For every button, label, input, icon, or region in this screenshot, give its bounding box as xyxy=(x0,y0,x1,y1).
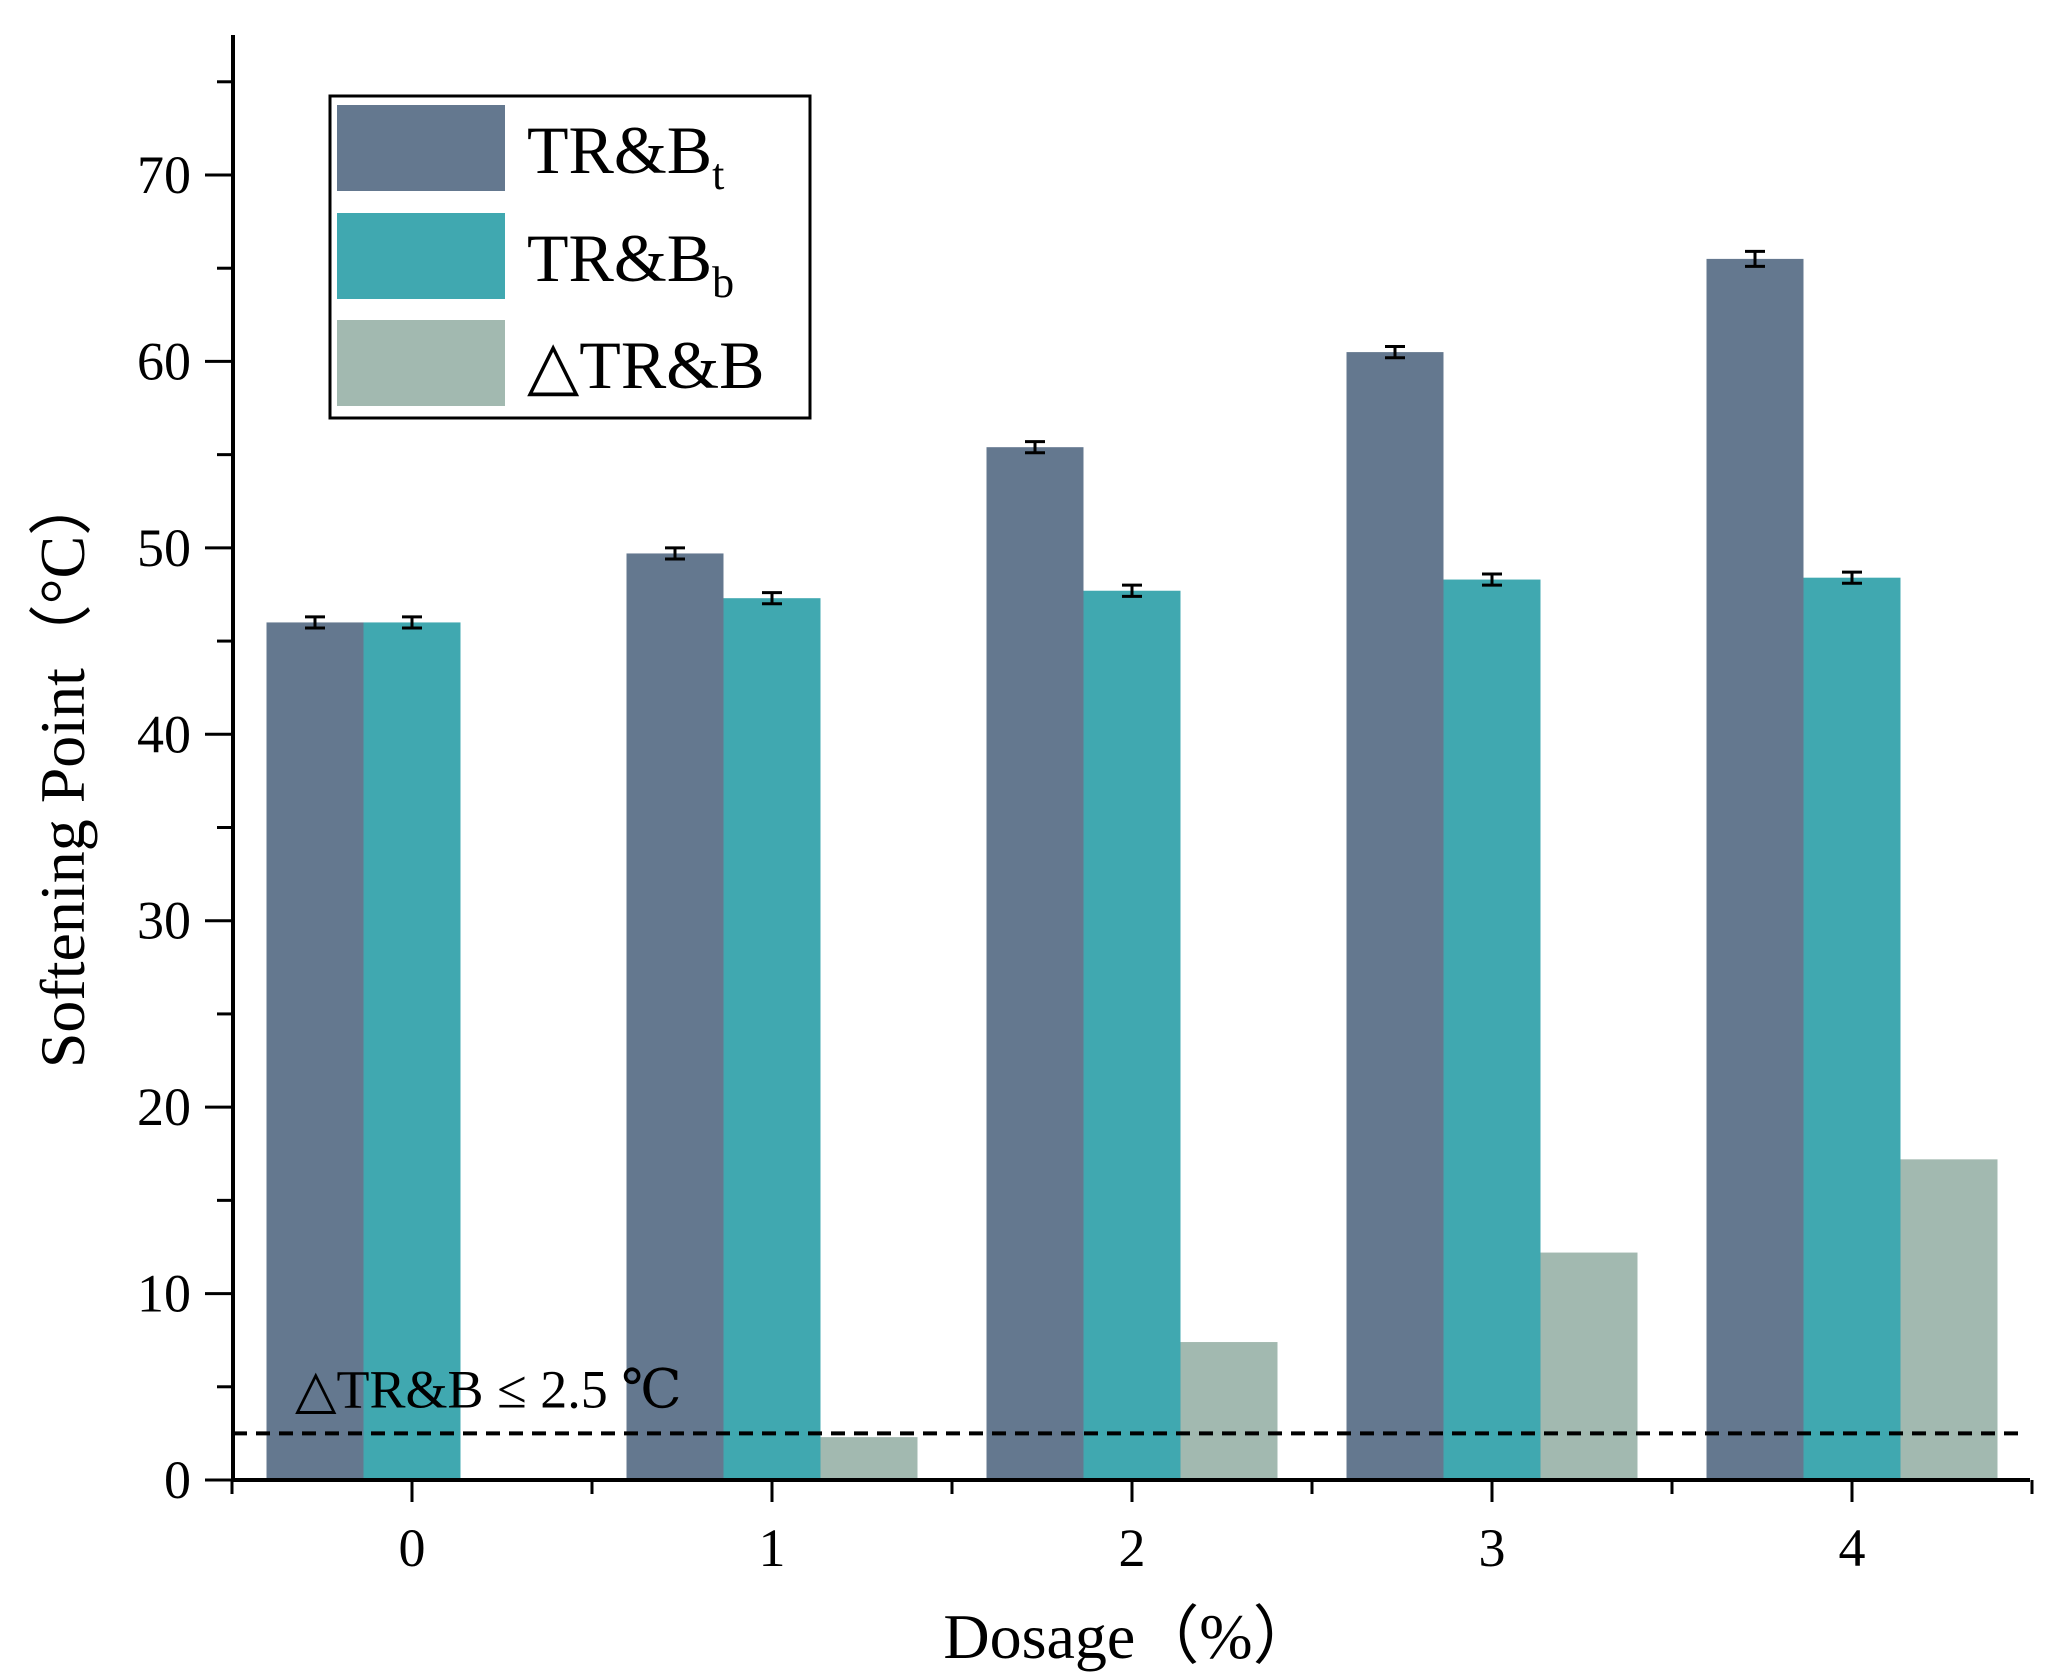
x-tick-label: 2 xyxy=(1119,1518,1146,1578)
legend-label-main: TR&B xyxy=(527,112,712,188)
y-tick-label: 30 xyxy=(137,891,191,951)
bar xyxy=(986,447,1084,1481)
bar xyxy=(1900,1159,1998,1480)
legend-swatch-tr-b-b xyxy=(337,213,505,299)
legend-swatch-tr-b-t xyxy=(337,105,505,191)
y-tick-label: 10 xyxy=(137,1264,191,1324)
bars-layer xyxy=(266,258,1998,1481)
bar xyxy=(1540,1252,1638,1480)
y-tick-label: 60 xyxy=(137,331,191,391)
y-tick-label: 70 xyxy=(137,145,191,205)
bar xyxy=(1083,590,1181,1480)
bar xyxy=(820,1437,918,1480)
legend: TR&Bt TR&Bb △TR&B xyxy=(328,94,812,420)
bar xyxy=(723,598,821,1480)
bar xyxy=(266,622,364,1480)
x-axis-title: Dosage（%） xyxy=(943,1601,1316,1672)
legend-label-subscript: t xyxy=(712,150,724,199)
bar xyxy=(363,622,461,1480)
legend-label-subscript: b xyxy=(712,258,734,307)
y-tick-label: 20 xyxy=(137,1077,191,1137)
bar xyxy=(1346,352,1444,1480)
legend-label-main: △TR&B xyxy=(527,327,764,403)
bar xyxy=(1803,577,1901,1480)
y-ticks: 0 10 20 30 40 50 60 70 xyxy=(137,80,233,1510)
bar xyxy=(626,553,724,1480)
bar xyxy=(1180,1342,1278,1480)
y-tick-label: 40 xyxy=(137,704,191,764)
y-axis-title: Softening Point（°C） xyxy=(27,472,98,1068)
legend-swatch-delta-tr-b xyxy=(337,320,505,406)
x-tick-label: 4 xyxy=(1839,1518,1866,1578)
legend-label-tr-b-t: TR&Bt xyxy=(527,112,724,199)
x-ticks: 0 1 2 3 4 xyxy=(230,1480,2034,1578)
x-tick-label: 0 xyxy=(399,1518,426,1578)
threshold-label: △TR&B ≤ 2.5 ℃ xyxy=(295,1359,682,1419)
y-tick-label: 0 xyxy=(164,1450,191,1510)
legend-label-tr-b-b: TR&Bb xyxy=(527,220,734,307)
x-tick-label: 3 xyxy=(1479,1518,1506,1578)
bar xyxy=(1443,579,1541,1480)
y-tick-label: 50 xyxy=(137,518,191,578)
x-tick-label: 1 xyxy=(759,1518,786,1578)
error-bars-layer xyxy=(305,249,1862,630)
bar xyxy=(1706,258,1804,1481)
legend-label-delta-tr-b: △TR&B xyxy=(527,327,764,403)
legend-label-main: TR&B xyxy=(527,220,712,296)
